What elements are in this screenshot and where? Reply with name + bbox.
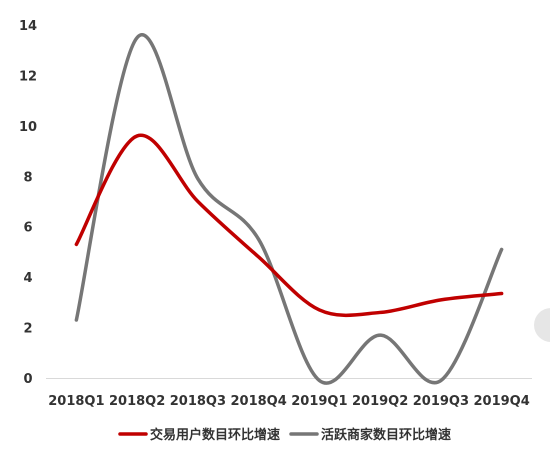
legend-label: 交易用户数目环比增速 (150, 427, 280, 443)
y-tick-label: 6 (23, 221, 32, 236)
x-tick-label: 2019Q4 (473, 394, 529, 409)
legend-label: 活跃商家数目环比增速 (321, 427, 451, 443)
scroll-handle[interactable] (534, 308, 550, 342)
y-tick-label: 4 (23, 271, 32, 286)
legend: 交易用户数目环比增速 活跃商家数目环比增速 (118, 427, 451, 443)
x-tick-label: 2018Q1 (48, 394, 104, 409)
x-tick-label: 2019Q1 (291, 394, 347, 409)
series-line-2 (74, 33, 504, 385)
y-tick-label: 14 (19, 19, 37, 34)
x-axis: 2018Q1 2018Q2 2018Q3 2018Q4 2019Q1 2019Q2 2019… (48, 394, 530, 409)
series-line-1 (74, 133, 504, 318)
y-axis: 0 2 4 6 8 10 12 14 (19, 19, 37, 387)
y-tick-label: 12 (19, 69, 37, 84)
y-tick-label: 2 (23, 322, 32, 337)
x-tick-label: 2018Q2 (109, 394, 165, 409)
y-tick-label: 10 (19, 120, 37, 135)
x-tick-label: 2018Q4 (230, 394, 286, 409)
x-tick-label: 2019Q2 (352, 394, 408, 409)
x-tick-label: 2018Q3 (170, 394, 226, 409)
x-tick-label: 2019Q3 (413, 394, 469, 409)
series-layer (74, 33, 504, 385)
y-tick-label: 8 (23, 170, 32, 185)
y-tick-label: 0 (23, 372, 32, 387)
